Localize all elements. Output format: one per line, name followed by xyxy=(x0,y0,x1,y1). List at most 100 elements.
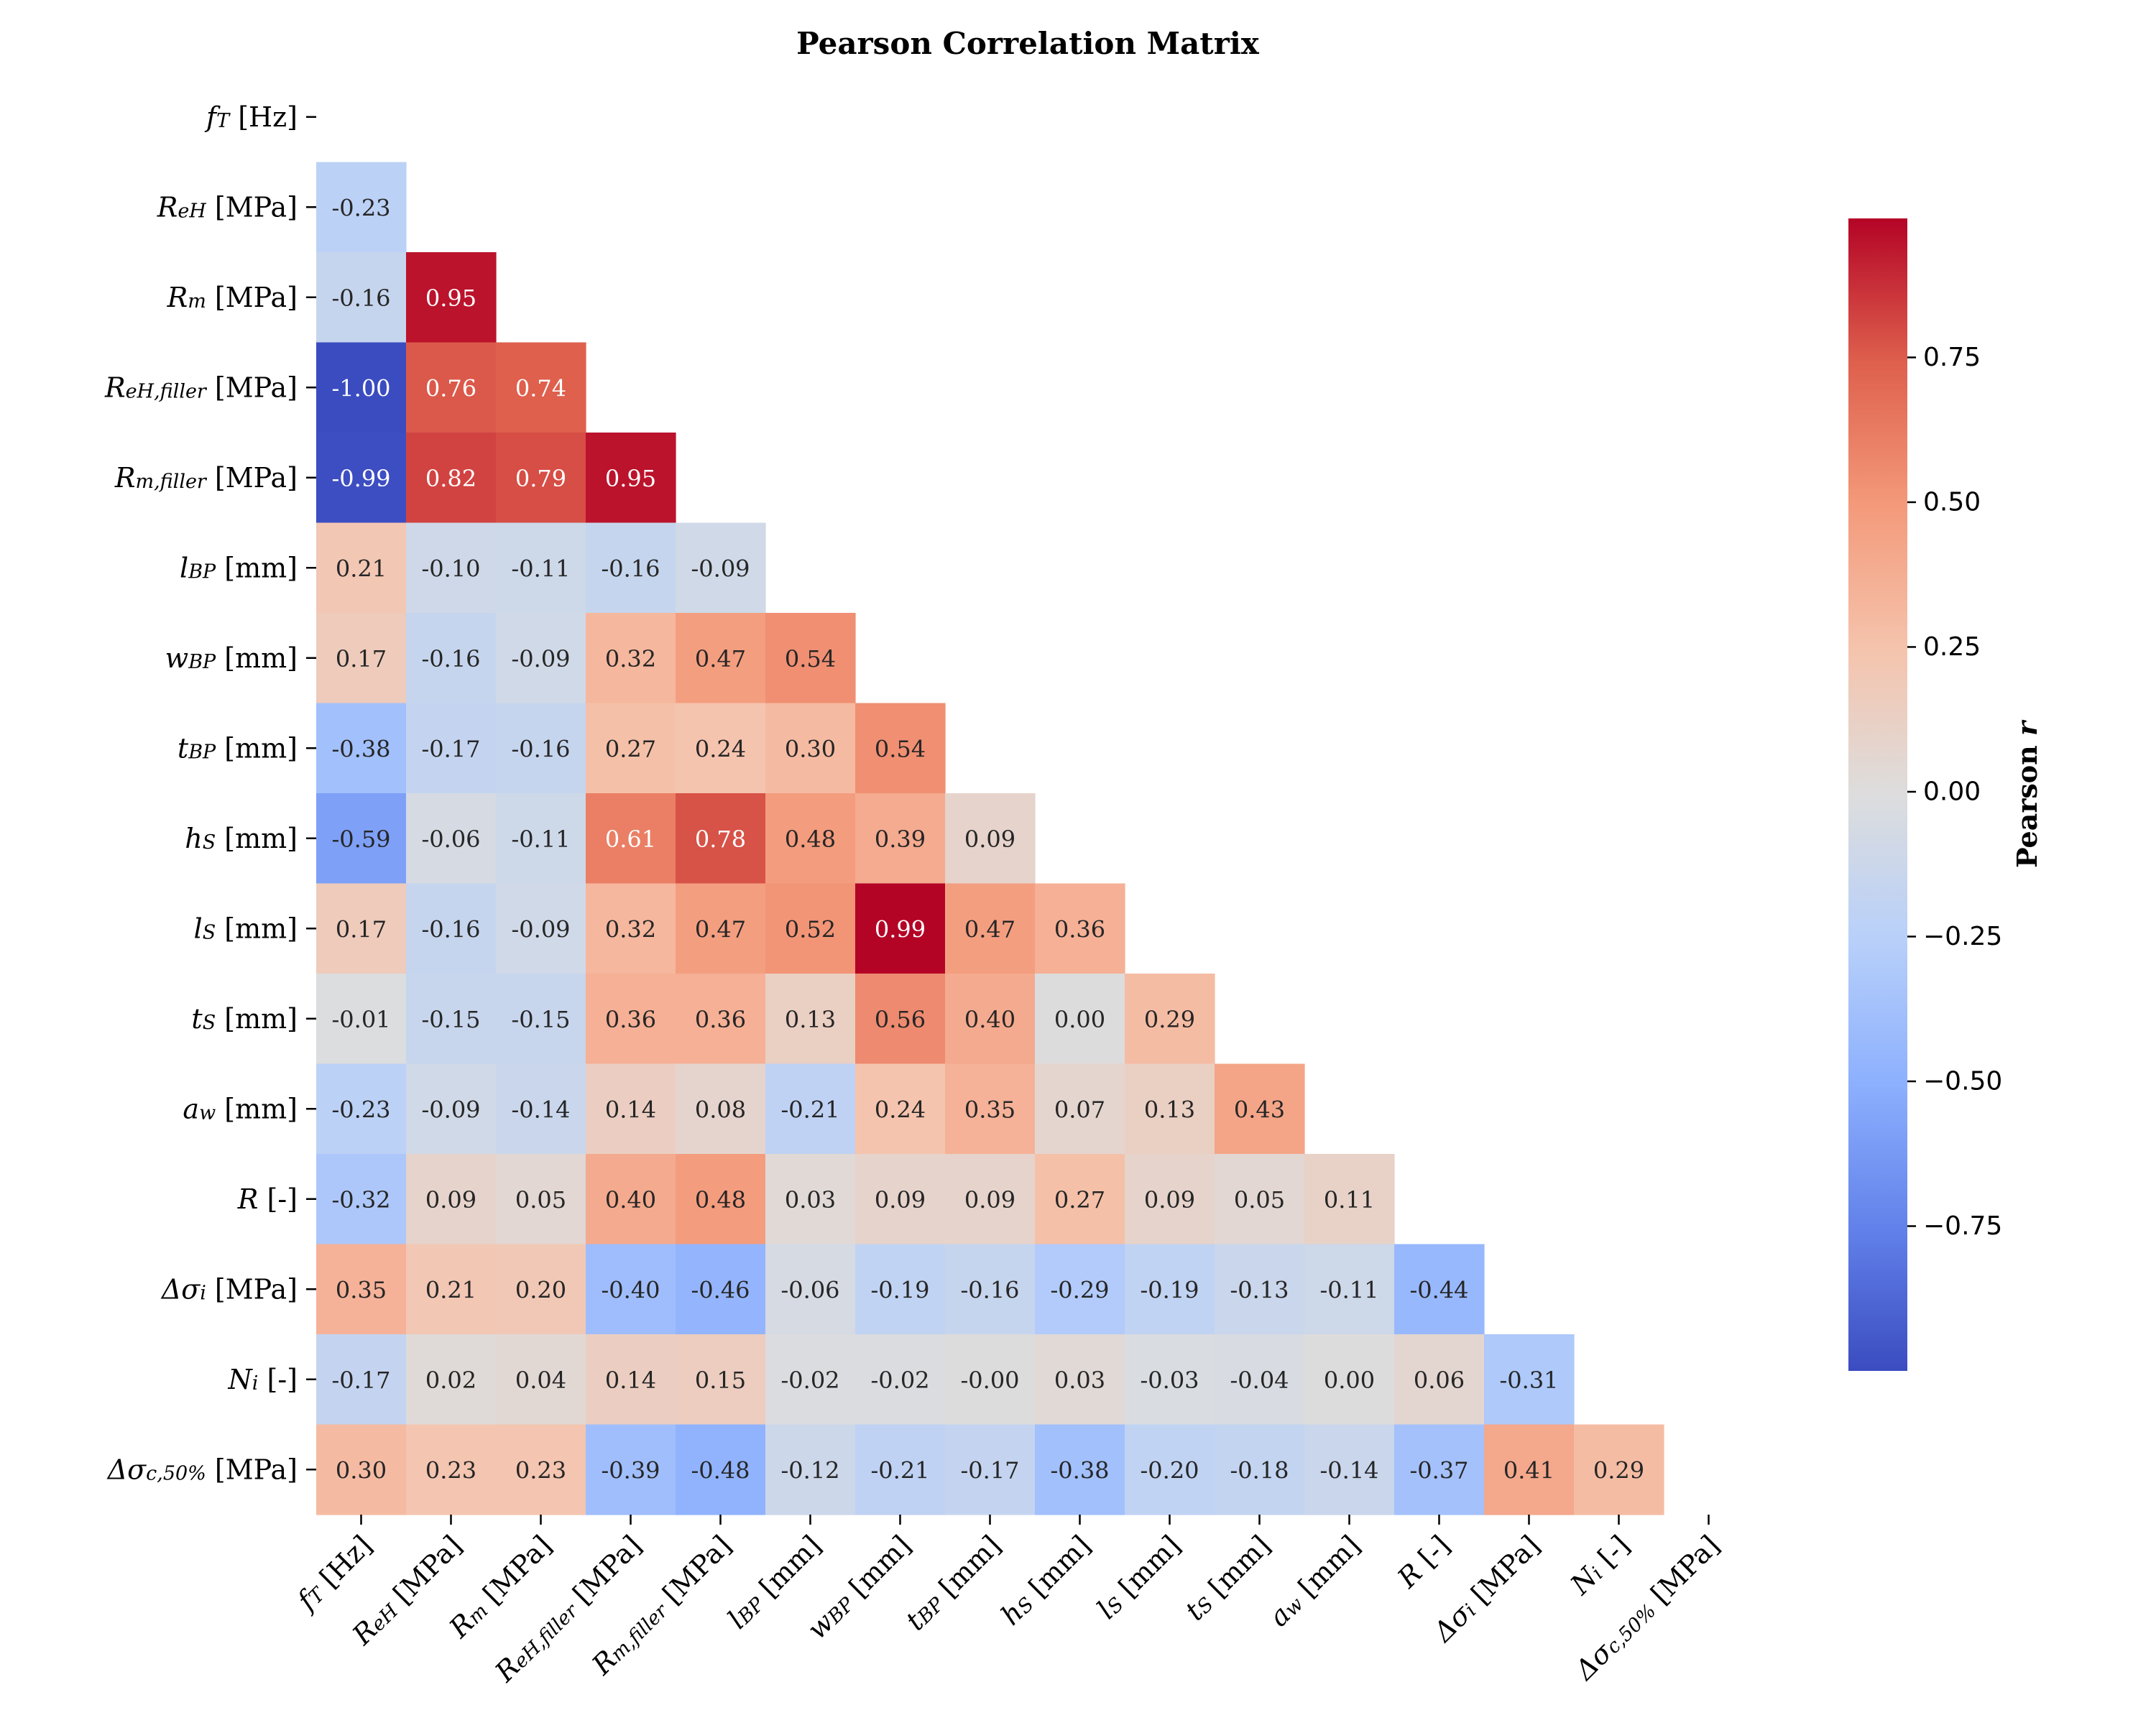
cell-value-label: 0.35 xyxy=(336,1276,387,1303)
heatmap-cell xyxy=(855,974,946,1065)
cell-value-label: 0.14 xyxy=(605,1367,656,1394)
col-tick-label: aw [mm] xyxy=(1263,1529,1366,1632)
cell-value-label: -0.17 xyxy=(331,1367,390,1394)
cell-value-label: 0.09 xyxy=(425,1186,476,1214)
cell-value-label: 0.27 xyxy=(1054,1186,1105,1214)
cell-value-label: -0.17 xyxy=(960,1456,1019,1484)
cell-value-label: -0.16 xyxy=(421,645,480,673)
cell-value-label: 0.48 xyxy=(695,1186,746,1214)
heatmap-cell xyxy=(676,1334,766,1426)
row-tick-label: lBP [mm] xyxy=(180,552,298,583)
cell-value-label: -0.14 xyxy=(511,1096,570,1123)
heatmap-cell xyxy=(1035,1063,1125,1155)
heatmap-cell xyxy=(496,703,586,794)
heatmap-cell xyxy=(316,883,407,974)
heatmap-cell xyxy=(1215,1154,1305,1245)
heatmap-cell xyxy=(316,1154,407,1245)
heatmap-cell xyxy=(406,1063,497,1155)
cell-value-label: 0.54 xyxy=(875,735,926,762)
heatmap-cell xyxy=(1125,1334,1215,1426)
cell-value-label: 0.47 xyxy=(695,915,746,943)
heatmap-cell xyxy=(855,1424,946,1515)
cell-value-label: 0.47 xyxy=(695,645,746,673)
cell-value-label: -0.09 xyxy=(511,645,570,673)
heatmap-cell xyxy=(406,793,497,884)
heatmap-cell xyxy=(586,433,676,524)
cell-value-label: -0.38 xyxy=(1050,1456,1109,1484)
cell-value-label: -0.10 xyxy=(421,555,480,582)
row-tick-label: ReH [MPa] xyxy=(157,191,298,223)
heatmap-cell xyxy=(676,522,766,614)
cell-value-label: 0.39 xyxy=(875,826,926,853)
heatmap-cell xyxy=(855,1154,946,1245)
cell-value-label: 0.35 xyxy=(964,1096,1015,1123)
heatmap-cell xyxy=(945,1154,1036,1245)
heatmap-cell xyxy=(1125,1063,1215,1155)
cell-value-label: 0.29 xyxy=(1593,1456,1644,1484)
cell-value-label: -0.01 xyxy=(331,1006,390,1033)
cell-value-label: -0.03 xyxy=(1140,1367,1199,1394)
heatmap-cell xyxy=(406,1154,497,1245)
row-tick-label: Δσi [MPa] xyxy=(160,1273,298,1305)
heatmap-cell xyxy=(765,1063,856,1155)
heatmap-cell xyxy=(406,522,497,614)
heatmap-cell xyxy=(1125,1154,1215,1245)
cell-value-label: 0.03 xyxy=(785,1186,836,1214)
cell-value-label: -0.19 xyxy=(870,1276,929,1303)
colorbar-tick-label: 0.25 xyxy=(1923,632,1981,662)
cell-value-label: -0.39 xyxy=(601,1456,660,1484)
cell-value-label: 0.79 xyxy=(515,465,566,492)
heatmap-cell xyxy=(1304,1424,1395,1515)
heatmap-cell xyxy=(406,342,497,433)
heatmap-cell xyxy=(496,883,586,974)
heatmap-cell xyxy=(316,522,407,614)
cell-value-label: 0.15 xyxy=(695,1367,746,1394)
colorbar-gradient xyxy=(1848,218,1907,1371)
heatmap-cell xyxy=(1394,1334,1485,1426)
row-tick-label: fT [Hz] xyxy=(204,101,298,133)
cell-value-label: -0.48 xyxy=(691,1456,750,1484)
heatmap-cell xyxy=(765,613,856,704)
row-tick-label: Rm [MPa] xyxy=(167,282,298,313)
row-tick-label: ReH,filler [MPa] xyxy=(104,371,298,403)
heatmap-cell xyxy=(406,252,497,343)
heatmap-cell xyxy=(855,1244,946,1335)
colorbar-tick-label: 0.50 xyxy=(1923,487,1981,517)
cell-value-label: -0.38 xyxy=(331,735,390,762)
cell-value-label: 0.17 xyxy=(336,915,387,943)
cell-value-label: -0.37 xyxy=(1409,1456,1468,1484)
cell-value-label: 0.27 xyxy=(605,735,656,762)
chart-title: Pearson Correlation Matrix xyxy=(796,26,1260,61)
heatmap-cell xyxy=(855,703,946,794)
heatmap-cell xyxy=(676,613,766,704)
heatmap-cell xyxy=(316,433,407,524)
row-tick-label: aw [mm] xyxy=(183,1093,298,1124)
cell-value-label: -0.17 xyxy=(421,735,480,762)
col-tick-labels: fT [Hz]ReH [MPa]Rm [MPa]ReH,filler [MPa]… xyxy=(290,1515,1726,1688)
cell-value-label: -1.00 xyxy=(331,374,390,402)
row-tick-label: Ni [-] xyxy=(228,1364,298,1395)
cell-value-label: -0.23 xyxy=(331,194,390,221)
heatmap-cell xyxy=(855,1334,946,1426)
cell-value-label: -0.15 xyxy=(511,1006,570,1033)
heatmap-cell xyxy=(496,1424,586,1515)
cell-value-label: -0.44 xyxy=(1409,1276,1468,1303)
cell-value-label: -0.14 xyxy=(1319,1456,1378,1484)
heatmap-cell xyxy=(496,1154,586,1245)
colorbar-label: Pearson r xyxy=(2011,719,2043,868)
heatmap-cell xyxy=(316,162,407,253)
heatmap-cell xyxy=(586,1244,676,1335)
heatmap-cell xyxy=(316,1334,407,1426)
heatmap-cell xyxy=(586,793,676,884)
heatmap-cell xyxy=(496,433,586,524)
heatmap-cell xyxy=(765,1424,856,1515)
heatmap-cell xyxy=(945,1063,1036,1155)
cell-value-label: 0.30 xyxy=(336,1456,387,1484)
heatmap-cell xyxy=(586,1154,676,1245)
heatmap-cells: -0.23 -0.16 0.95 -1.00 0.76 0.74 -0.99 0.82 0.79… xyxy=(316,162,1664,1515)
heatmap-cell xyxy=(1304,1244,1395,1335)
cell-value-label: 0.32 xyxy=(605,645,656,673)
heatmap-cell xyxy=(676,793,766,884)
cell-value-label: 0.41 xyxy=(1503,1456,1554,1484)
heatmap-cell xyxy=(765,1334,856,1426)
